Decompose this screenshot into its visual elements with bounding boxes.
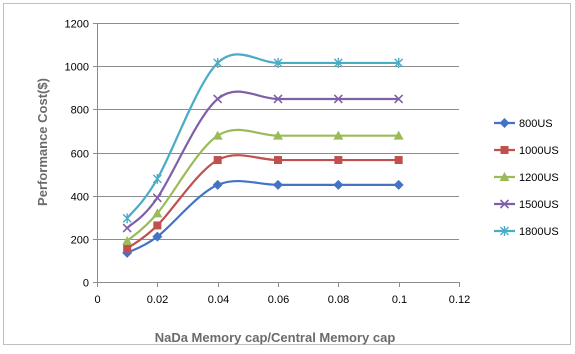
x-tick-label: 0.08 xyxy=(328,294,349,306)
marker-x xyxy=(333,94,343,104)
marker-triangle xyxy=(212,130,223,140)
x-axis-title: NaDa Memory cap/Central Memory cap xyxy=(155,330,396,345)
marker-x xyxy=(499,199,510,209)
y-tick-label: 400 xyxy=(71,192,89,204)
legend-label: 1000US xyxy=(519,145,559,157)
x-tick-label: 0.04 xyxy=(208,294,229,306)
legend-label: 1800US xyxy=(519,226,559,238)
y-tick-label: 0 xyxy=(83,278,89,290)
axes: 0 200 400 600 800 1000 1200 0 0.02 0.04 0.06 0.08 0.… xyxy=(65,19,471,307)
marker-square xyxy=(274,156,282,165)
marker-diamond xyxy=(393,179,404,190)
marker-square xyxy=(213,156,222,165)
marker-square xyxy=(123,244,132,253)
legend-label: 1200US xyxy=(519,172,559,184)
x-tick-label: 0.06 xyxy=(268,294,289,306)
marker-x xyxy=(122,223,132,233)
marker-square xyxy=(153,221,162,230)
x-tick-label: 0.02 xyxy=(147,294,168,306)
marker-triangle xyxy=(393,130,404,140)
marker-star xyxy=(122,213,132,224)
marker-triangle xyxy=(122,235,133,245)
y-tick-label: 600 xyxy=(71,149,89,161)
y-axis-title: Performance Cost($) xyxy=(35,78,50,206)
marker-triangle xyxy=(152,208,163,218)
y-tick-label: 1200 xyxy=(65,19,89,31)
marker-star xyxy=(273,57,283,68)
marker-x xyxy=(273,94,283,104)
marker-diamond xyxy=(273,179,283,190)
legend: 800US 1000US 1200US 1500US 1800US xyxy=(494,118,559,238)
marker-star xyxy=(152,173,162,184)
marker-square xyxy=(500,146,509,154)
y-tick-label: 1000 xyxy=(65,62,89,74)
marker-x xyxy=(152,193,162,203)
marker-square xyxy=(394,156,403,165)
marker-x xyxy=(213,94,223,104)
marker-triangle xyxy=(333,130,344,140)
marker-diamond xyxy=(212,179,223,190)
y-tick-label: 200 xyxy=(71,235,89,247)
x-tick-label: 0.12 xyxy=(449,294,470,306)
marker-triangle xyxy=(273,130,283,140)
y-tick-label: 800 xyxy=(71,105,89,117)
x-tick-label: 0 xyxy=(94,294,100,306)
marker-diamond xyxy=(333,179,344,190)
marker-diamond xyxy=(152,231,163,242)
marker-square xyxy=(334,156,343,165)
marker-star xyxy=(213,57,223,68)
legend-label: 1500US xyxy=(519,199,559,211)
series-markers xyxy=(122,57,404,258)
marker-triangle xyxy=(499,172,510,181)
x-tick-label: 0.1 xyxy=(392,294,407,306)
marker-star xyxy=(500,226,509,236)
marker-x xyxy=(394,94,404,104)
marker-star xyxy=(394,57,404,68)
marker-star xyxy=(333,57,343,68)
marker-diamond xyxy=(499,118,510,128)
legend-label: 800US xyxy=(519,118,553,130)
